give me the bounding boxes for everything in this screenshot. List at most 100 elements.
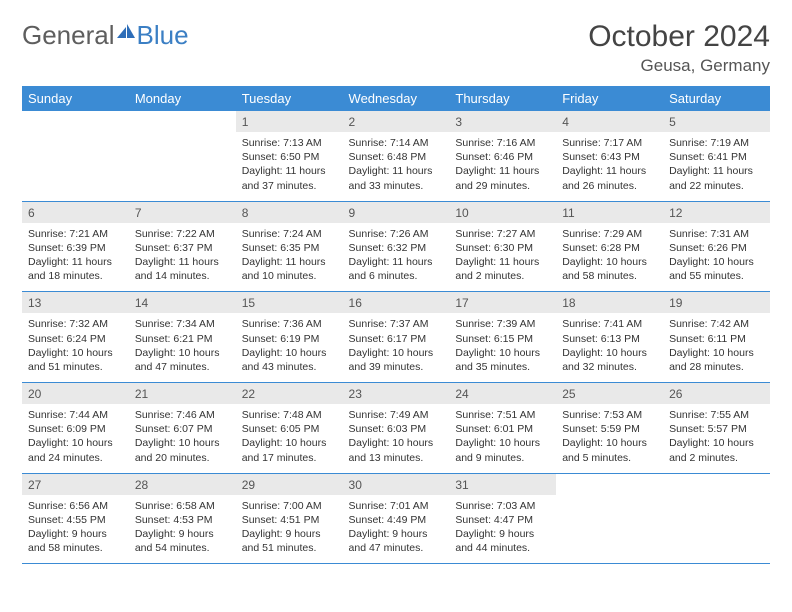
day-number: 28 bbox=[135, 478, 148, 492]
day-info: Sunrise: 7:46 AMSunset: 6:07 PMDaylight:… bbox=[129, 404, 236, 473]
sunrise-text: Sunrise: 7:46 AM bbox=[135, 408, 230, 422]
sunset-text: Sunset: 6:11 PM bbox=[669, 332, 764, 346]
day-number-row: 31 bbox=[449, 474, 556, 495]
calendar-cell: 21 Sunrise: 7:46 AMSunset: 6:07 PMDayligh… bbox=[129, 383, 236, 474]
day-info: Sunrise: 7:22 AMSunset: 6:37 PMDaylight:… bbox=[129, 223, 236, 292]
day-number-row: 4 bbox=[556, 111, 663, 132]
daylight-text: Daylight: 10 hours and 58 minutes. bbox=[562, 255, 657, 283]
calendar-cell: 7Sunrise: 7:22 AMSunset: 6:37 PMDaylight… bbox=[129, 201, 236, 292]
day-number: 6 bbox=[28, 206, 35, 220]
day-number: 27 bbox=[28, 478, 41, 492]
day-info: Sunrise: 7:19 AMSunset: 6:41 PMDaylight:… bbox=[663, 132, 770, 201]
daylight-text: Daylight: 10 hours and 32 minutes. bbox=[562, 346, 657, 374]
sunrise-text: Sunrise: 7:48 AM bbox=[242, 408, 337, 422]
day-number: 19 bbox=[669, 296, 682, 310]
daylight-text: Daylight: 9 hours and 51 minutes. bbox=[242, 527, 337, 555]
day-number-row: 18 bbox=[556, 292, 663, 313]
day-number-row: 2 bbox=[343, 111, 450, 132]
sunset-text: Sunset: 6:21 PM bbox=[135, 332, 230, 346]
calendar-cell: 27Sunrise: 6:56 AMSunset: 4:55 PMDayligh… bbox=[22, 473, 129, 564]
calendar-cell: 9Sunrise: 7:26 AMSunset: 6:32 PMDaylight… bbox=[343, 201, 450, 292]
daylight-text: Daylight: 11 hours and 37 minutes. bbox=[242, 164, 337, 192]
brand-logo: General Blue bbox=[22, 20, 189, 51]
day-number-row: 8 bbox=[236, 202, 343, 223]
sunrise-text: Sunrise: 7:13 AM bbox=[242, 136, 337, 150]
calendar-cell: 24Sunrise: 7:51 AMSunset: 6:01 PMDayligh… bbox=[449, 383, 556, 474]
sunrise-text: Sunrise: 7:00 AM bbox=[242, 499, 337, 513]
day-number-row: 19 bbox=[663, 292, 770, 313]
day-number-row: 6 bbox=[22, 202, 129, 223]
day-info: Sunrise: 7:39 AMSunset: 6:15 PMDaylight:… bbox=[449, 313, 556, 382]
day-number: 20 bbox=[28, 387, 41, 401]
brand-part1: General bbox=[22, 20, 115, 51]
day-number: 11 bbox=[562, 206, 574, 220]
day-number: 21 bbox=[135, 387, 148, 401]
calendar-week-row: 27Sunrise: 6:56 AMSunset: 4:55 PMDayligh… bbox=[22, 473, 770, 564]
day-number-row: 3 bbox=[449, 111, 556, 132]
day-info: Sunrise: 7:21 AMSunset: 6:39 PMDaylight:… bbox=[22, 223, 129, 292]
calendar-cell: 16Sunrise: 7:37 AMSunset: 6:17 PMDayligh… bbox=[343, 292, 450, 383]
sunrise-text: Sunrise: 7:41 AM bbox=[562, 317, 657, 331]
sunset-text: Sunset: 6:39 PM bbox=[28, 241, 123, 255]
day-number-row: 22 bbox=[236, 383, 343, 404]
calendar-grid: SundayMondayTuesdayWednesdayThursdayFrid… bbox=[22, 86, 770, 564]
calendar-week-row: 20Sunrise: 7:44 AMSunset: 6:09 PMDayligh… bbox=[22, 383, 770, 474]
location-label: Geusa, Germany bbox=[588, 56, 770, 76]
day-number: 29 bbox=[242, 478, 255, 492]
sunrise-text: Sunrise: 7:29 AM bbox=[562, 227, 657, 241]
sunset-text: Sunset: 5:57 PM bbox=[669, 422, 764, 436]
calendar-cell: 1Sunrise: 7:13 AMSunset: 6:50 PMDaylight… bbox=[236, 111, 343, 201]
daylight-text: Daylight: 9 hours and 54 minutes. bbox=[135, 527, 230, 555]
sunset-text: Sunset: 6:43 PM bbox=[562, 150, 657, 164]
day-number-row: 10 bbox=[449, 202, 556, 223]
sunrise-text: Sunrise: 7:19 AM bbox=[669, 136, 764, 150]
sunset-text: Sunset: 6:07 PM bbox=[135, 422, 230, 436]
sunrise-text: Sunrise: 7:36 AM bbox=[242, 317, 337, 331]
day-header: Thursday bbox=[449, 86, 556, 111]
day-info: Sunrise: 7:41 AMSunset: 6:13 PMDaylight:… bbox=[556, 313, 663, 382]
day-number: 5 bbox=[669, 115, 676, 129]
calendar-cell: 6 Sunrise: 7:21 AMSunset: 6:39 PMDaylight… bbox=[22, 201, 129, 292]
sunset-text: Sunset: 6:01 PM bbox=[455, 422, 550, 436]
calendar-body: 1Sunrise: 7:13 AMSunset: 6:50 PMDaylight… bbox=[22, 111, 770, 564]
day-number-row: 29 bbox=[236, 474, 343, 495]
day-number: 18 bbox=[562, 296, 575, 310]
day-number: 8 bbox=[242, 206, 249, 220]
calendar-cell bbox=[556, 473, 663, 564]
calendar-cell: 5 Sunrise: 7:19 AMSunset: 6:41 PMDaylight… bbox=[663, 111, 770, 201]
sunset-text: Sunset: 4:53 PM bbox=[135, 513, 230, 527]
calendar-week-row: 1Sunrise: 7:13 AMSunset: 6:50 PMDaylight… bbox=[22, 111, 770, 201]
daylight-text: Daylight: 10 hours and 51 minutes. bbox=[28, 346, 123, 374]
sunrise-text: Sunrise: 7:27 AM bbox=[455, 227, 550, 241]
day-number: 23 bbox=[349, 387, 362, 401]
calendar-cell: 2Sunrise: 7:14 AMSunset: 6:48 PMDaylight… bbox=[343, 111, 450, 201]
day-number: 2 bbox=[349, 115, 356, 129]
calendar-cell: 23Sunrise: 7:49 AMSunset: 6:03 PMDayligh… bbox=[343, 383, 450, 474]
calendar-week-row: 13Sunrise: 7:32 AMSunset: 6:24 PMDayligh… bbox=[22, 292, 770, 383]
daylight-text: Daylight: 11 hours and 18 minutes. bbox=[28, 255, 123, 283]
daylight-text: Daylight: 11 hours and 29 minutes. bbox=[455, 164, 550, 192]
sunrise-text: Sunrise: 7:14 AM bbox=[349, 136, 444, 150]
daylight-text: Daylight: 11 hours and 2 minutes. bbox=[455, 255, 550, 283]
day-info: Sunrise: 7:48 AMSunset: 6:05 PMDaylight:… bbox=[236, 404, 343, 473]
calendar-cell: 13Sunrise: 7:32 AMSunset: 6:24 PMDayligh… bbox=[22, 292, 129, 383]
day-info: Sunrise: 7:37 AMSunset: 6:17 PMDaylight:… bbox=[343, 313, 450, 382]
daylight-text: Daylight: 10 hours and 5 minutes. bbox=[562, 436, 657, 464]
day-number-row: 21 bbox=[129, 383, 236, 404]
calendar-cell: 25Sunrise: 7:53 AMSunset: 5:59 PMDayligh… bbox=[556, 383, 663, 474]
brand-part2: Blue bbox=[137, 20, 189, 51]
day-number-row: 25 bbox=[556, 383, 663, 404]
sunrise-text: Sunrise: 7:51 AM bbox=[455, 408, 550, 422]
daylight-text: Daylight: 10 hours and 47 minutes. bbox=[135, 346, 230, 374]
calendar-cell: 12Sunrise: 7:31 AMSunset: 6:26 PMDayligh… bbox=[663, 201, 770, 292]
sunset-text: Sunset: 6:05 PM bbox=[242, 422, 337, 436]
day-info: Sunrise: 7:36 AMSunset: 6:19 PMDaylight:… bbox=[236, 313, 343, 382]
sunrise-text: Sunrise: 7:22 AM bbox=[135, 227, 230, 241]
day-number: 25 bbox=[562, 387, 575, 401]
calendar-cell: 28Sunrise: 6:58 AMSunset: 4:53 PMDayligh… bbox=[129, 473, 236, 564]
sunrise-text: Sunrise: 7:39 AM bbox=[455, 317, 550, 331]
day-number-row: 1 bbox=[236, 111, 343, 132]
calendar-cell bbox=[129, 111, 236, 201]
page-header: General Blue October 2024 Geusa, Germany bbox=[22, 20, 770, 76]
sunset-text: Sunset: 6:13 PM bbox=[562, 332, 657, 346]
